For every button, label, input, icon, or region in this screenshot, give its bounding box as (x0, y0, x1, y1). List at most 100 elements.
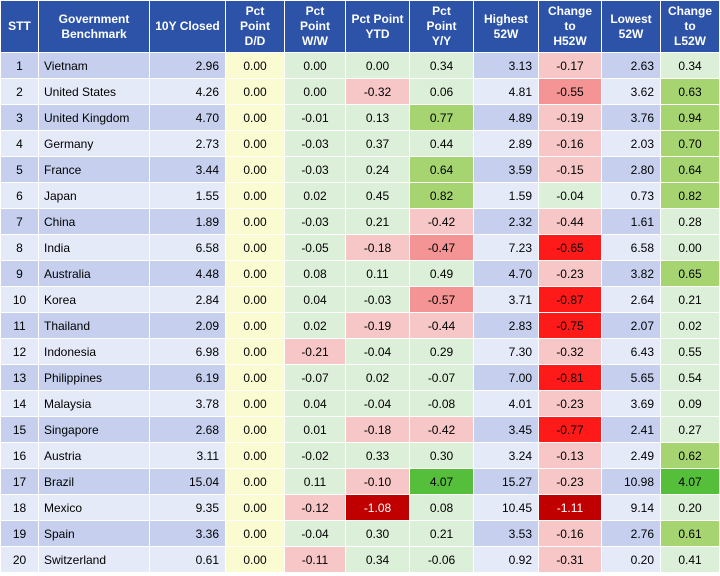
cell-pct-ytd: -0.32 (345, 78, 410, 105)
cell-pct-yy: 0.49 (409, 260, 474, 287)
cell-pct-yy: 0.34 (409, 52, 474, 79)
cell-stt: 6 (0, 182, 39, 209)
cell-country: Germany (38, 130, 150, 157)
cell-pct-yy: 0.21 (409, 520, 474, 547)
cell-pct-dd: 0.00 (225, 286, 285, 313)
cell-country: Spain (38, 520, 150, 547)
cell-lowest-52w: 0.20 (601, 546, 661, 573)
cell-change-h52w: -0.13 (538, 442, 602, 469)
cell-pct-ytd: 0.34 (345, 546, 410, 573)
cell-country: Philippines (38, 364, 150, 391)
cell-10y-closed: 2.96 (149, 52, 226, 79)
header-lowest-52w: Lowest 52W (601, 0, 661, 53)
cell-pct-yy: -0.06 (409, 546, 474, 573)
cell-pct-ytd: -0.03 (345, 286, 410, 313)
cell-change-l52w: 0.94 (660, 104, 720, 131)
cell-pct-yy: 0.77 (409, 104, 474, 131)
cell-change-l52w: 0.02 (660, 312, 720, 339)
cell-change-h52w: -0.17 (538, 52, 602, 79)
cell-lowest-52w: 5.65 (601, 364, 661, 391)
cell-stt: 15 (0, 416, 39, 443)
cell-highest-52w: 7.00 (473, 364, 539, 391)
cell-change-l52w: 0.00 (660, 234, 720, 261)
cell-highest-52w: 3.45 (473, 416, 539, 443)
cell-highest-52w: 2.83 (473, 312, 539, 339)
cell-pct-ytd: -0.19 (345, 312, 410, 339)
cell-pct-dd: 0.00 (225, 130, 285, 157)
cell-change-l52w: 0.28 (660, 208, 720, 235)
header-pct-dd: Pct Point D/D (225, 0, 285, 53)
cell-highest-52w: 0.92 (473, 546, 539, 573)
cell-change-l52w: 0.54 (660, 364, 720, 391)
cell-country: Switzerland (38, 546, 150, 573)
cell-stt: 18 (0, 494, 39, 521)
cell-pct-dd: 0.00 (225, 416, 285, 443)
cell-highest-52w: 3.53 (473, 520, 539, 547)
cell-pct-dd: 0.00 (225, 468, 285, 495)
cell-pct-ww: 0.00 (284, 78, 346, 105)
cell-10y-closed: 3.36 (149, 520, 226, 547)
cell-change-l52w: 0.70 (660, 130, 720, 157)
cell-pct-ww: 0.00 (284, 52, 346, 79)
cell-lowest-52w: 2.49 (601, 442, 661, 469)
cell-pct-yy: 0.29 (409, 338, 474, 365)
cell-pct-ww: 0.04 (284, 390, 346, 417)
table-row: 15 Singapore 2.68 0.00 0.01 -0.18 -0.42 3.45 -0.… (0, 416, 720, 443)
cell-pct-yy: -0.44 (409, 312, 474, 339)
cell-pct-yy: 0.44 (409, 130, 474, 157)
cell-change-l52w: 4.07 (660, 468, 720, 495)
cell-highest-52w: 7.30 (473, 338, 539, 365)
cell-pct-yy: 0.08 (409, 494, 474, 521)
cell-pct-dd: 0.00 (225, 390, 285, 417)
cell-highest-52w: 10.45 (473, 494, 539, 521)
cell-highest-52w: 3.24 (473, 442, 539, 469)
cell-pct-ytd: 0.21 (345, 208, 410, 235)
table-row: 4 Germany 2.73 0.00 -0.03 0.37 0.44 2.89 -0.16 2.… (0, 130, 720, 157)
cell-pct-dd: 0.00 (225, 208, 285, 235)
header-benchmark: Government Benchmark (38, 0, 150, 53)
cell-change-l52w: 0.21 (660, 286, 720, 313)
header-pct-yy: Pct Point Y/Y (409, 0, 474, 53)
header-pct-ww: Pct Point W/W (284, 0, 346, 53)
table-row: 18 Mexico 9.35 0.00 -0.12 -1.08 0.08 10.45 -1.11… (0, 494, 720, 521)
table-row: 1 Vietnam 2.96 0.00 0.00 0.00 0.34 3.13 -0.17 2.6… (0, 52, 720, 79)
cell-change-h52w: -1.11 (538, 494, 602, 521)
cell-pct-yy: -0.47 (409, 234, 474, 261)
cell-stt: 2 (0, 78, 39, 105)
cell-pct-ytd: 0.33 (345, 442, 410, 469)
cell-pct-ytd: -0.04 (345, 338, 410, 365)
cell-10y-closed: 2.09 (149, 312, 226, 339)
cell-pct-yy: -0.42 (409, 416, 474, 443)
cell-highest-52w: 4.01 (473, 390, 539, 417)
cell-lowest-52w: 0.73 (601, 182, 661, 209)
cell-change-l52w: 0.41 (660, 546, 720, 573)
cell-country: India (38, 234, 150, 261)
cell-stt: 1 (0, 52, 39, 79)
cell-change-h52w: -0.81 (538, 364, 602, 391)
cell-pct-ytd: -1.08 (345, 494, 410, 521)
cell-change-h52w: -0.65 (538, 234, 602, 261)
cell-pct-ytd: -0.04 (345, 390, 410, 417)
cell-country: Austria (38, 442, 150, 469)
cell-10y-closed: 2.73 (149, 130, 226, 157)
cell-lowest-52w: 2.80 (601, 156, 661, 183)
cell-pct-ytd: 0.13 (345, 104, 410, 131)
cell-change-h52w: -0.16 (538, 520, 602, 547)
cell-country: Thailand (38, 312, 150, 339)
cell-highest-52w: 4.81 (473, 78, 539, 105)
cell-pct-ytd: -0.18 (345, 234, 410, 261)
cell-stt: 10 (0, 286, 39, 313)
cell-highest-52w: 4.89 (473, 104, 539, 131)
cell-country: Vietnam (38, 52, 150, 79)
cell-country: Australia (38, 260, 150, 287)
cell-pct-ww: -0.05 (284, 234, 346, 261)
cell-highest-52w: 4.70 (473, 260, 539, 287)
cell-change-l52w: 0.09 (660, 390, 720, 417)
cell-country: Korea (38, 286, 150, 313)
cell-10y-closed: 3.78 (149, 390, 226, 417)
cell-pct-ww: -0.04 (284, 520, 346, 547)
cell-change-h52w: -0.04 (538, 182, 602, 209)
cell-change-l52w: 0.55 (660, 338, 720, 365)
cell-change-l52w: 0.20 (660, 494, 720, 521)
cell-pct-dd: 0.00 (225, 156, 285, 183)
